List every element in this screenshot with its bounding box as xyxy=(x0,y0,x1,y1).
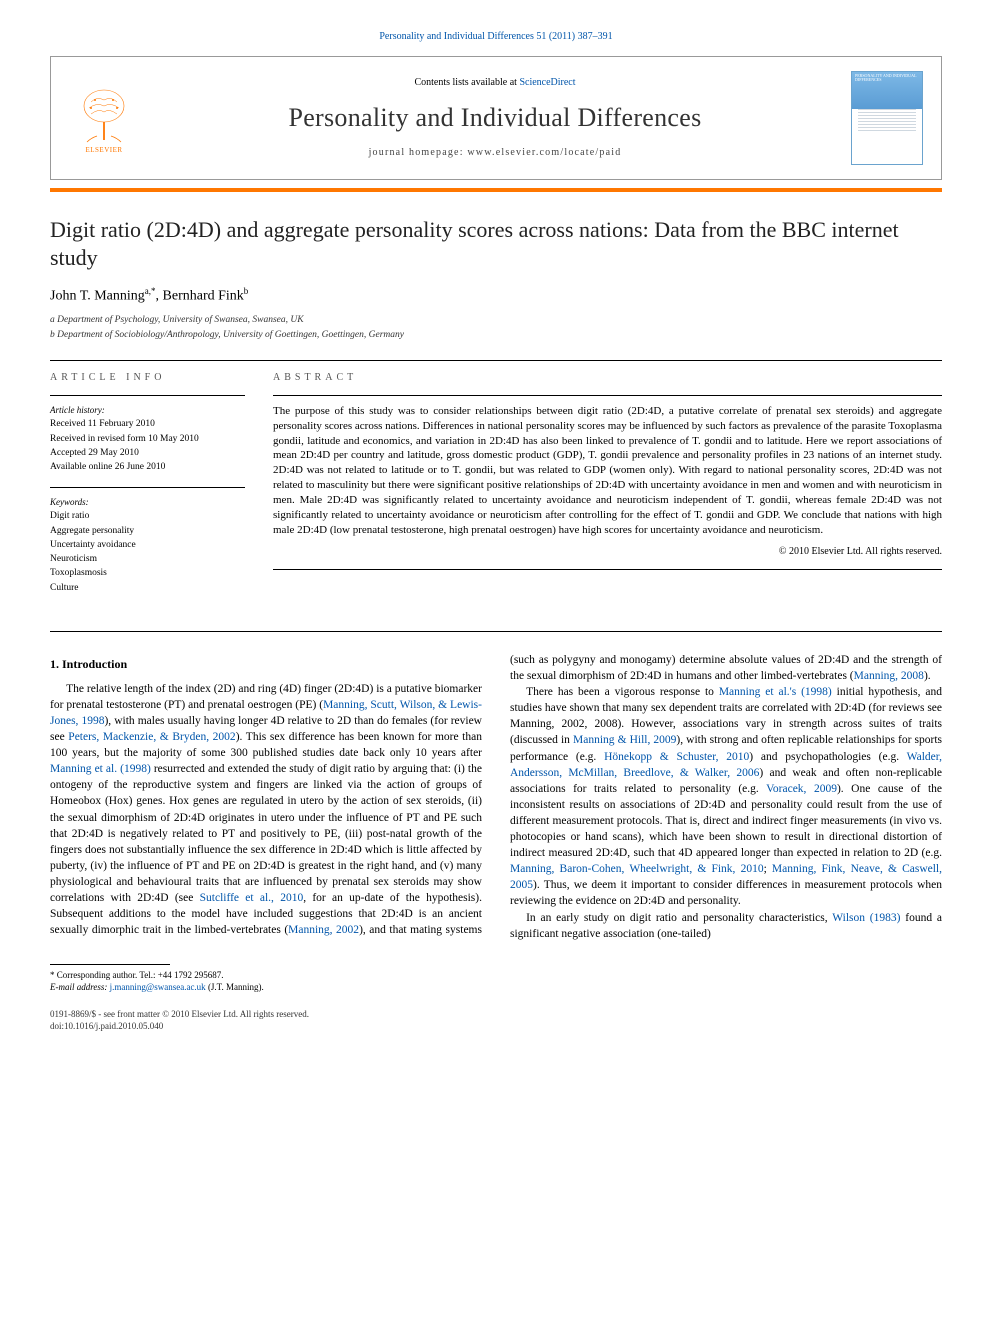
ref-wilson-1983[interactable]: Wilson (1983) xyxy=(832,912,900,924)
accent-divider xyxy=(50,188,942,192)
author-1-sup: a,* xyxy=(145,286,156,296)
p2-a: There has been a vigorous response to xyxy=(526,686,719,698)
homepage-url: www.elsevier.com/locate/paid xyxy=(467,147,621,158)
affiliation-b: b Department of Sociobiology/Anthropolog… xyxy=(50,329,942,342)
citation-link[interactable]: Personality and Individual Differences 5… xyxy=(379,31,612,42)
journal-name: Personality and Individual Differences xyxy=(157,100,833,136)
issn-line: 0191-8869/$ - see front matter © 2010 El… xyxy=(50,1008,942,1021)
sciencedirect-link[interactable]: ScienceDirect xyxy=(519,77,575,88)
p1-g: ). xyxy=(924,670,931,682)
info-rule-1 xyxy=(50,395,245,396)
abstract-column: ABSTRACT The purpose of this study was t… xyxy=(273,361,942,607)
kw-5: Toxoplasmosis xyxy=(50,567,245,580)
author-2-sup: b xyxy=(244,286,249,296)
kw-6: Culture xyxy=(50,582,245,595)
journal-cover-thumbnail: PERSONALITY AND INDIVIDUAL DIFFERENCES xyxy=(851,71,923,165)
ref-sutcliffe-2010[interactable]: Sutcliffe et al., 2010 xyxy=(200,892,304,904)
author-1: John T. Manning xyxy=(50,289,145,304)
ref-manning-hill-2009[interactable]: Manning & Hill, 2009 xyxy=(573,734,676,746)
contents-available-line: Contents lists available at ScienceDirec… xyxy=(157,76,833,90)
history-accepted: Accepted 29 May 2010 xyxy=(50,447,245,460)
ref-manning-2008[interactable]: Manning, 2008 xyxy=(854,670,924,682)
abstract-copyright: © 2010 Elsevier Ltd. All rights reserved… xyxy=(273,545,942,559)
keywords-block: Keywords: Digit ratio Aggregate personal… xyxy=(50,496,245,595)
corr-email-link[interactable]: j.manning@swansea.ac.uk xyxy=(110,982,206,992)
affiliations: a Department of Psychology, University o… xyxy=(50,314,942,342)
abstract-text: The purpose of this study was to conside… xyxy=(273,404,942,538)
elsevier-tree-icon xyxy=(77,88,131,146)
footnote-rule xyxy=(50,964,170,965)
p2-d: ) and psychopathologies (e.g. xyxy=(749,751,906,763)
article-title: Digit ratio (2D:4D) and aggregate person… xyxy=(50,216,942,271)
authors-line: John T. Manninga,*, Bernhard Finkb xyxy=(50,285,942,306)
elsevier-label: ELSEVIER xyxy=(85,146,122,156)
email-label: E-mail address: xyxy=(50,982,110,992)
article-info-column: ARTICLE INFO Article history: Received 1… xyxy=(50,361,245,607)
homepage-prefix: journal homepage: xyxy=(369,147,468,158)
article-info-heading: ARTICLE INFO xyxy=(50,371,245,385)
corr-email-line: E-mail address: j.manning@swansea.ac.uk … xyxy=(50,981,942,994)
doi-line: doi:10.1016/j.paid.2010.05.040 xyxy=(50,1020,942,1033)
cover-title: PERSONALITY AND INDIVIDUAL DIFFERENCES xyxy=(852,72,922,85)
info-abstract-row: ARTICLE INFO Article history: Received 1… xyxy=(50,361,942,607)
history-label: Article history: xyxy=(50,404,245,417)
p3-a: In an early study on digit ratio and per… xyxy=(526,912,832,924)
history-online: Available online 26 June 2010 xyxy=(50,461,245,474)
ref-honekopp-2010[interactable]: Hönekopp & Schuster, 2010 xyxy=(604,751,749,763)
abstract-rule xyxy=(273,395,942,396)
journal-header-center: Contents lists available at ScienceDirec… xyxy=(157,76,833,160)
body-p2: There has been a vigorous response to Ma… xyxy=(510,684,942,909)
ref-peters-2002[interactable]: Peters, Mackenzie, & Bryden, 2002 xyxy=(68,731,235,743)
contents-prefix: Contents lists available at xyxy=(414,77,519,88)
author-2: , Bernhard Fink xyxy=(156,289,244,304)
ref-manning-baron-cohen-2010[interactable]: Manning, Baron-Cohen, Wheelwright, & Fin… xyxy=(510,863,764,875)
history-received: Received 11 February 2010 xyxy=(50,418,245,431)
abstract-heading: ABSTRACT xyxy=(273,371,942,385)
history-revised: Received in revised form 10 May 2010 xyxy=(50,433,245,446)
corr-author-line: * Corresponding author. Tel.: +44 1792 2… xyxy=(50,969,942,982)
email-suffix: (J.T. Manning). xyxy=(206,982,264,992)
ref-manning-1998-c[interactable]: Manning et al.'s (1998) xyxy=(719,686,832,698)
kw-4: Neuroticism xyxy=(50,553,245,566)
section-rule-bottom xyxy=(50,631,942,632)
journal-homepage-line: journal homepage: www.elsevier.com/locat… xyxy=(157,146,833,160)
elsevier-logo: ELSEVIER xyxy=(69,80,139,156)
body-p3: In an early study on digit ratio and per… xyxy=(510,910,942,942)
info-rule-2 xyxy=(50,487,245,488)
kw-3: Uncertainty avoidance xyxy=(50,539,245,552)
corresponding-author-footnote: * Corresponding author. Tel.: +44 1792 2… xyxy=(50,964,942,994)
abstract-rule-bottom xyxy=(273,569,942,570)
cover-body-lines xyxy=(858,109,916,158)
citation-header: Personality and Individual Differences 5… xyxy=(50,30,942,44)
kw-2: Aggregate personality xyxy=(50,525,245,538)
section-1-heading: 1. Introduction xyxy=(50,656,482,673)
article-history-block: Article history: Received 11 February 20… xyxy=(50,404,245,475)
p1-d: resurrected and extended the study of di… xyxy=(50,763,482,904)
p2-g: ; xyxy=(764,863,772,875)
affiliation-a: a Department of Psychology, University o… xyxy=(50,314,942,327)
article-body: 1. Introduction The relative length of t… xyxy=(50,652,942,942)
keywords-label: Keywords: xyxy=(50,496,245,509)
ref-manning-1998-b[interactable]: Manning et al. (1998) xyxy=(50,763,151,775)
journal-header-box: ELSEVIER Contents lists available at Sci… xyxy=(50,56,942,180)
p2-h: ). Thus, we deem it important to conside… xyxy=(510,879,942,907)
ref-voracek-2009[interactable]: Voracek, 2009 xyxy=(766,783,837,795)
article-meta-footer: 0191-8869/$ - see front matter © 2010 El… xyxy=(50,1008,942,1033)
ref-manning-2002[interactable]: Manning, 2002 xyxy=(288,924,359,936)
kw-1: Digit ratio xyxy=(50,510,245,523)
